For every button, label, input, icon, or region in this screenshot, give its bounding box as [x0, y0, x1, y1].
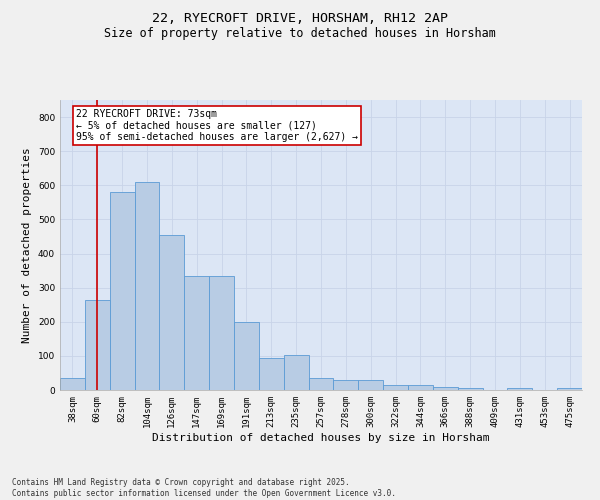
Bar	[259, 358, 284, 390]
Bar	[383, 385, 408, 390]
Bar	[433, 386, 458, 390]
Bar	[308, 378, 334, 390]
Text: 22, RYECROFT DRIVE, HORSHAM, RH12 2AP: 22, RYECROFT DRIVE, HORSHAM, RH12 2AP	[152, 12, 448, 26]
Bar	[284, 355, 308, 390]
Bar	[110, 192, 134, 390]
Bar	[408, 385, 433, 390]
Bar	[85, 300, 110, 390]
Bar	[358, 380, 383, 390]
Text: 22 RYECROFT DRIVE: 73sqm
← 5% of detached houses are smaller (127)
95% of semi-d: 22 RYECROFT DRIVE: 73sqm ← 5% of detache…	[76, 108, 358, 142]
Bar	[160, 235, 184, 390]
Bar	[184, 276, 209, 390]
Bar	[508, 388, 532, 390]
Bar	[458, 388, 482, 390]
Bar	[209, 276, 234, 390]
Y-axis label: Number of detached properties: Number of detached properties	[22, 147, 32, 343]
Bar	[60, 378, 85, 390]
Bar	[134, 182, 160, 390]
Text: Contains HM Land Registry data © Crown copyright and database right 2025.
Contai: Contains HM Land Registry data © Crown c…	[12, 478, 396, 498]
Bar	[557, 388, 582, 390]
Text: Size of property relative to detached houses in Horsham: Size of property relative to detached ho…	[104, 28, 496, 40]
X-axis label: Distribution of detached houses by size in Horsham: Distribution of detached houses by size …	[152, 432, 490, 442]
Bar	[334, 380, 358, 390]
Bar	[234, 322, 259, 390]
